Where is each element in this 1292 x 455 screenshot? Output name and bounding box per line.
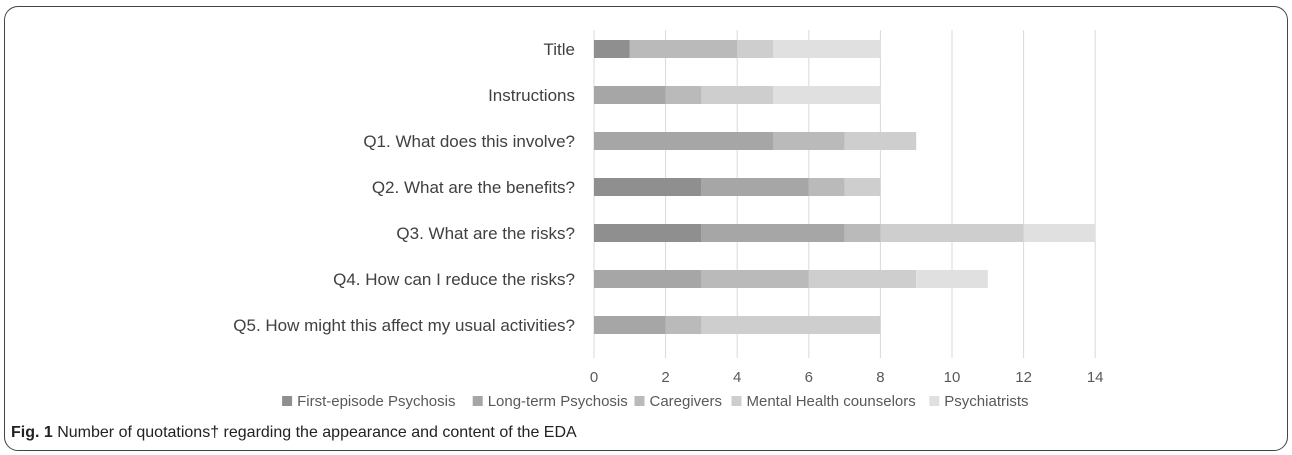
x-tick-label: 10 bbox=[944, 369, 961, 386]
bar-segment bbox=[701, 270, 809, 288]
x-tick-label: 4 bbox=[733, 369, 741, 386]
category-label: Instructions bbox=[488, 86, 575, 105]
grid-layer bbox=[593, 30, 1096, 358]
bar-segment bbox=[629, 40, 738, 58]
legend-label: Long-term Psychosis bbox=[488, 393, 628, 410]
legend-swatch bbox=[929, 396, 940, 406]
bar-segment bbox=[916, 270, 988, 288]
x-tick-label: 8 bbox=[876, 369, 884, 386]
bar-segment bbox=[665, 86, 702, 104]
category-label: Q3. What are the risks? bbox=[396, 224, 575, 243]
stacked-bar-chart: Title Instructions Q1. What does this invo… bbox=[233, 30, 1104, 410]
figure-caption: Fig. 1 Number of quotations† regarding t… bbox=[11, 424, 577, 442]
bar-segment bbox=[773, 86, 881, 104]
legend-swatch bbox=[282, 396, 293, 406]
bar-segment bbox=[701, 224, 845, 242]
category-labels: Title Instructions Q1. What does this invo… bbox=[233, 40, 575, 335]
category-label: Q1. What does this involve? bbox=[363, 132, 575, 151]
bar-segment bbox=[1023, 224, 1096, 242]
caption-text: Number of quotations† regarding the appe… bbox=[52, 424, 577, 441]
legend-swatch bbox=[634, 396, 645, 406]
bar-segment bbox=[701, 178, 809, 196]
bar-segment bbox=[773, 40, 881, 58]
category-label: Q2. What are the benefits? bbox=[372, 178, 575, 197]
category-label: Q4. How can I reduce the risks? bbox=[333, 270, 575, 289]
legend: First-episode Psychosis Long-term Psychos… bbox=[282, 393, 1028, 410]
bar-segment bbox=[844, 132, 917, 150]
bar-layer bbox=[594, 40, 1096, 334]
bar-segment bbox=[808, 270, 917, 288]
bar-segment bbox=[594, 40, 630, 58]
x-tick-label: 6 bbox=[805, 369, 813, 386]
legend-label: First-episode Psychosis bbox=[297, 393, 455, 410]
bar-segment bbox=[844, 224, 881, 242]
legend-label: Psychiatrists bbox=[944, 393, 1028, 410]
bar-segment bbox=[701, 86, 773, 104]
x-tick-label: 2 bbox=[661, 369, 669, 386]
bar-segment bbox=[594, 224, 702, 242]
bar-segment bbox=[844, 178, 881, 196]
bar-segment bbox=[737, 40, 773, 58]
legend-label: Mental Health counselors bbox=[747, 393, 916, 410]
x-tick-label: 12 bbox=[1015, 369, 1032, 386]
bar-segment bbox=[594, 316, 666, 334]
x-tick-label: 0 bbox=[590, 369, 598, 386]
x-tick-labels: 0 2 4 6 8 10 12 14 bbox=[590, 369, 1104, 386]
category-label: Q5. How might this affect my usual activ… bbox=[233, 316, 575, 335]
bar-segment bbox=[594, 178, 702, 196]
bar-segment bbox=[773, 132, 845, 150]
bar-segment bbox=[701, 316, 881, 334]
bar-segment bbox=[594, 86, 666, 104]
bar-segment bbox=[594, 270, 702, 288]
legend-swatch bbox=[731, 396, 742, 406]
category-label: Title bbox=[544, 40, 576, 59]
bar-segment bbox=[594, 132, 773, 150]
x-tick-label: 14 bbox=[1087, 369, 1104, 386]
bar-segment bbox=[665, 316, 702, 334]
caption-label: Fig. 1 bbox=[11, 424, 53, 441]
bar-segment bbox=[880, 224, 1024, 242]
legend-swatch bbox=[472, 396, 483, 406]
legend-label: Caregivers bbox=[650, 393, 723, 410]
bar-segment bbox=[808, 178, 845, 196]
